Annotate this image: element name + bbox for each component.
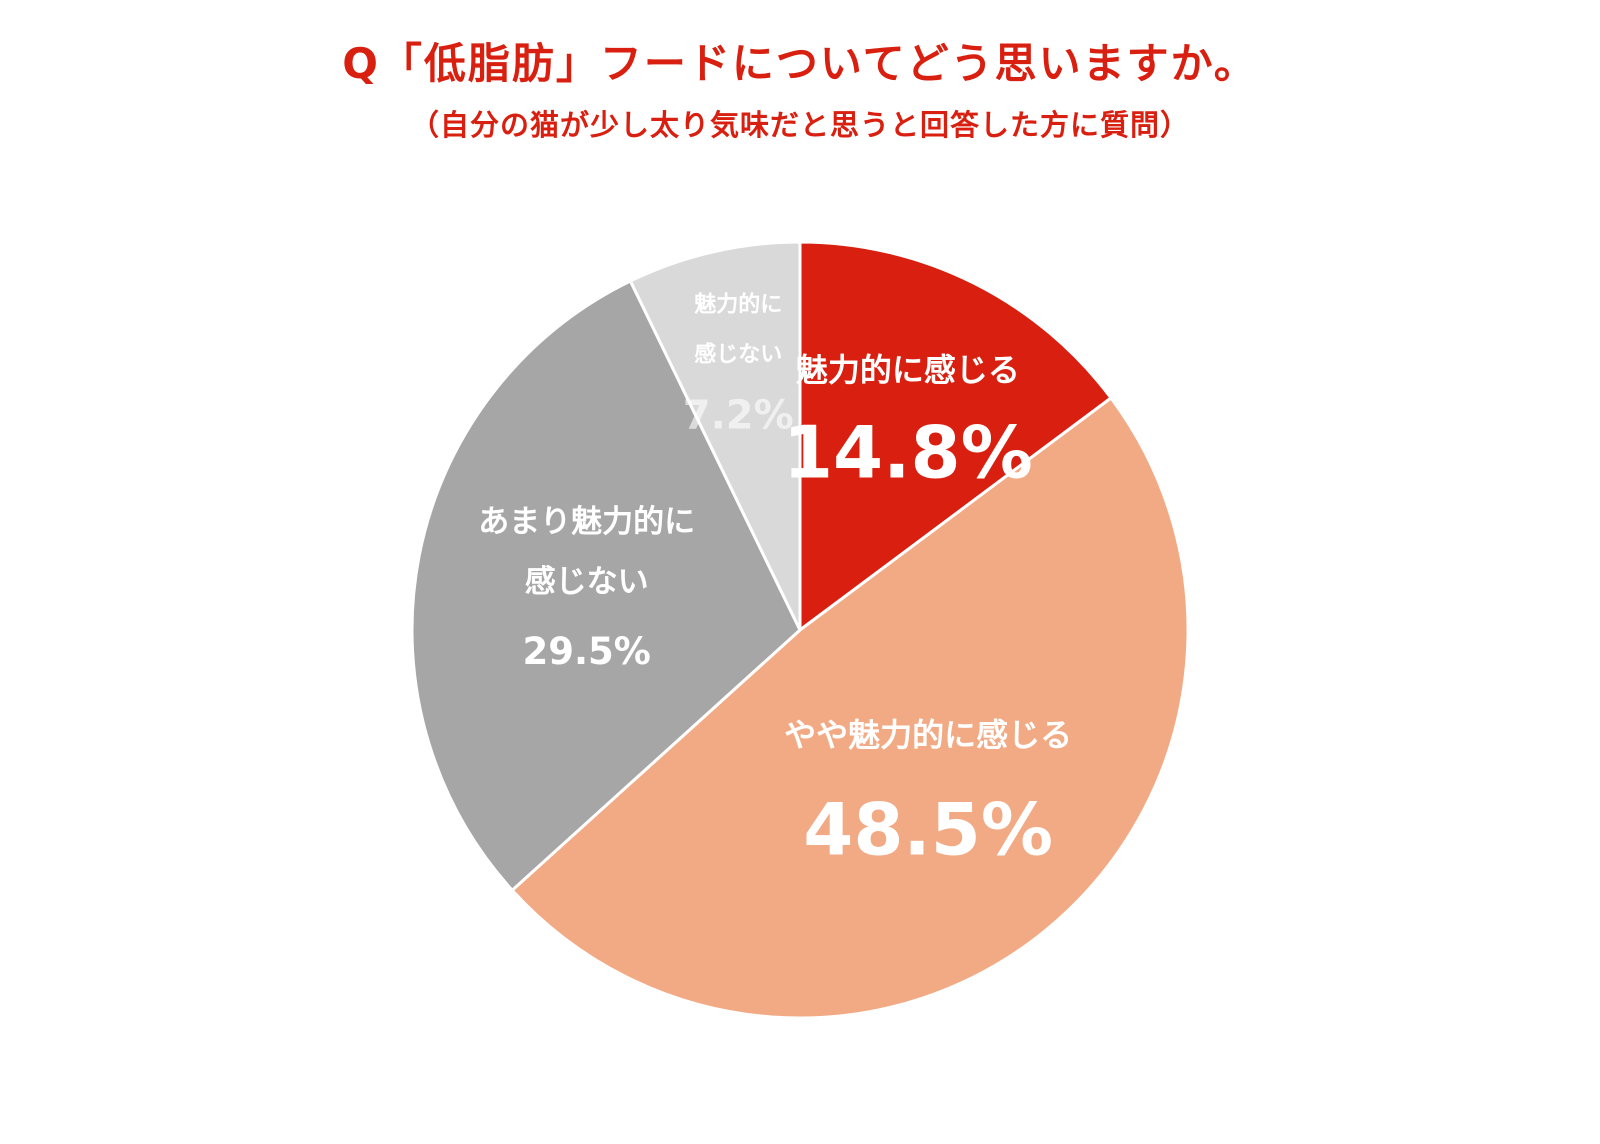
slice-value-1: 14.8% xyxy=(783,410,1033,494)
pie-slice-1 xyxy=(798,240,1113,632)
slice-label-3-line-2: 感じない xyxy=(525,564,649,600)
pie-slice-4 xyxy=(628,240,802,632)
slice-label-4-line-1: 魅力的に xyxy=(694,292,782,318)
slice-value-4: 7.2% xyxy=(683,393,794,439)
slice-value-3: 29.5% xyxy=(523,630,651,673)
chart-subtitle: （自分の猫が少し太り気味だと思うと回答した方に質問） xyxy=(409,108,1190,142)
chart-title: Q「低脂肪」フードについてどう思いますか。 xyxy=(342,39,1258,88)
slice-label-1: 魅力的に感じる xyxy=(796,351,1020,389)
slice-label-2: やや魅力的に感じる xyxy=(784,716,1072,754)
slice-label-3-line-1: あまり魅力的に xyxy=(478,504,695,540)
slice-value-2: 48.5% xyxy=(803,787,1053,871)
pie-slice-2 xyxy=(510,396,1190,1020)
slice-label-4-line-2: 感じない xyxy=(694,342,782,368)
